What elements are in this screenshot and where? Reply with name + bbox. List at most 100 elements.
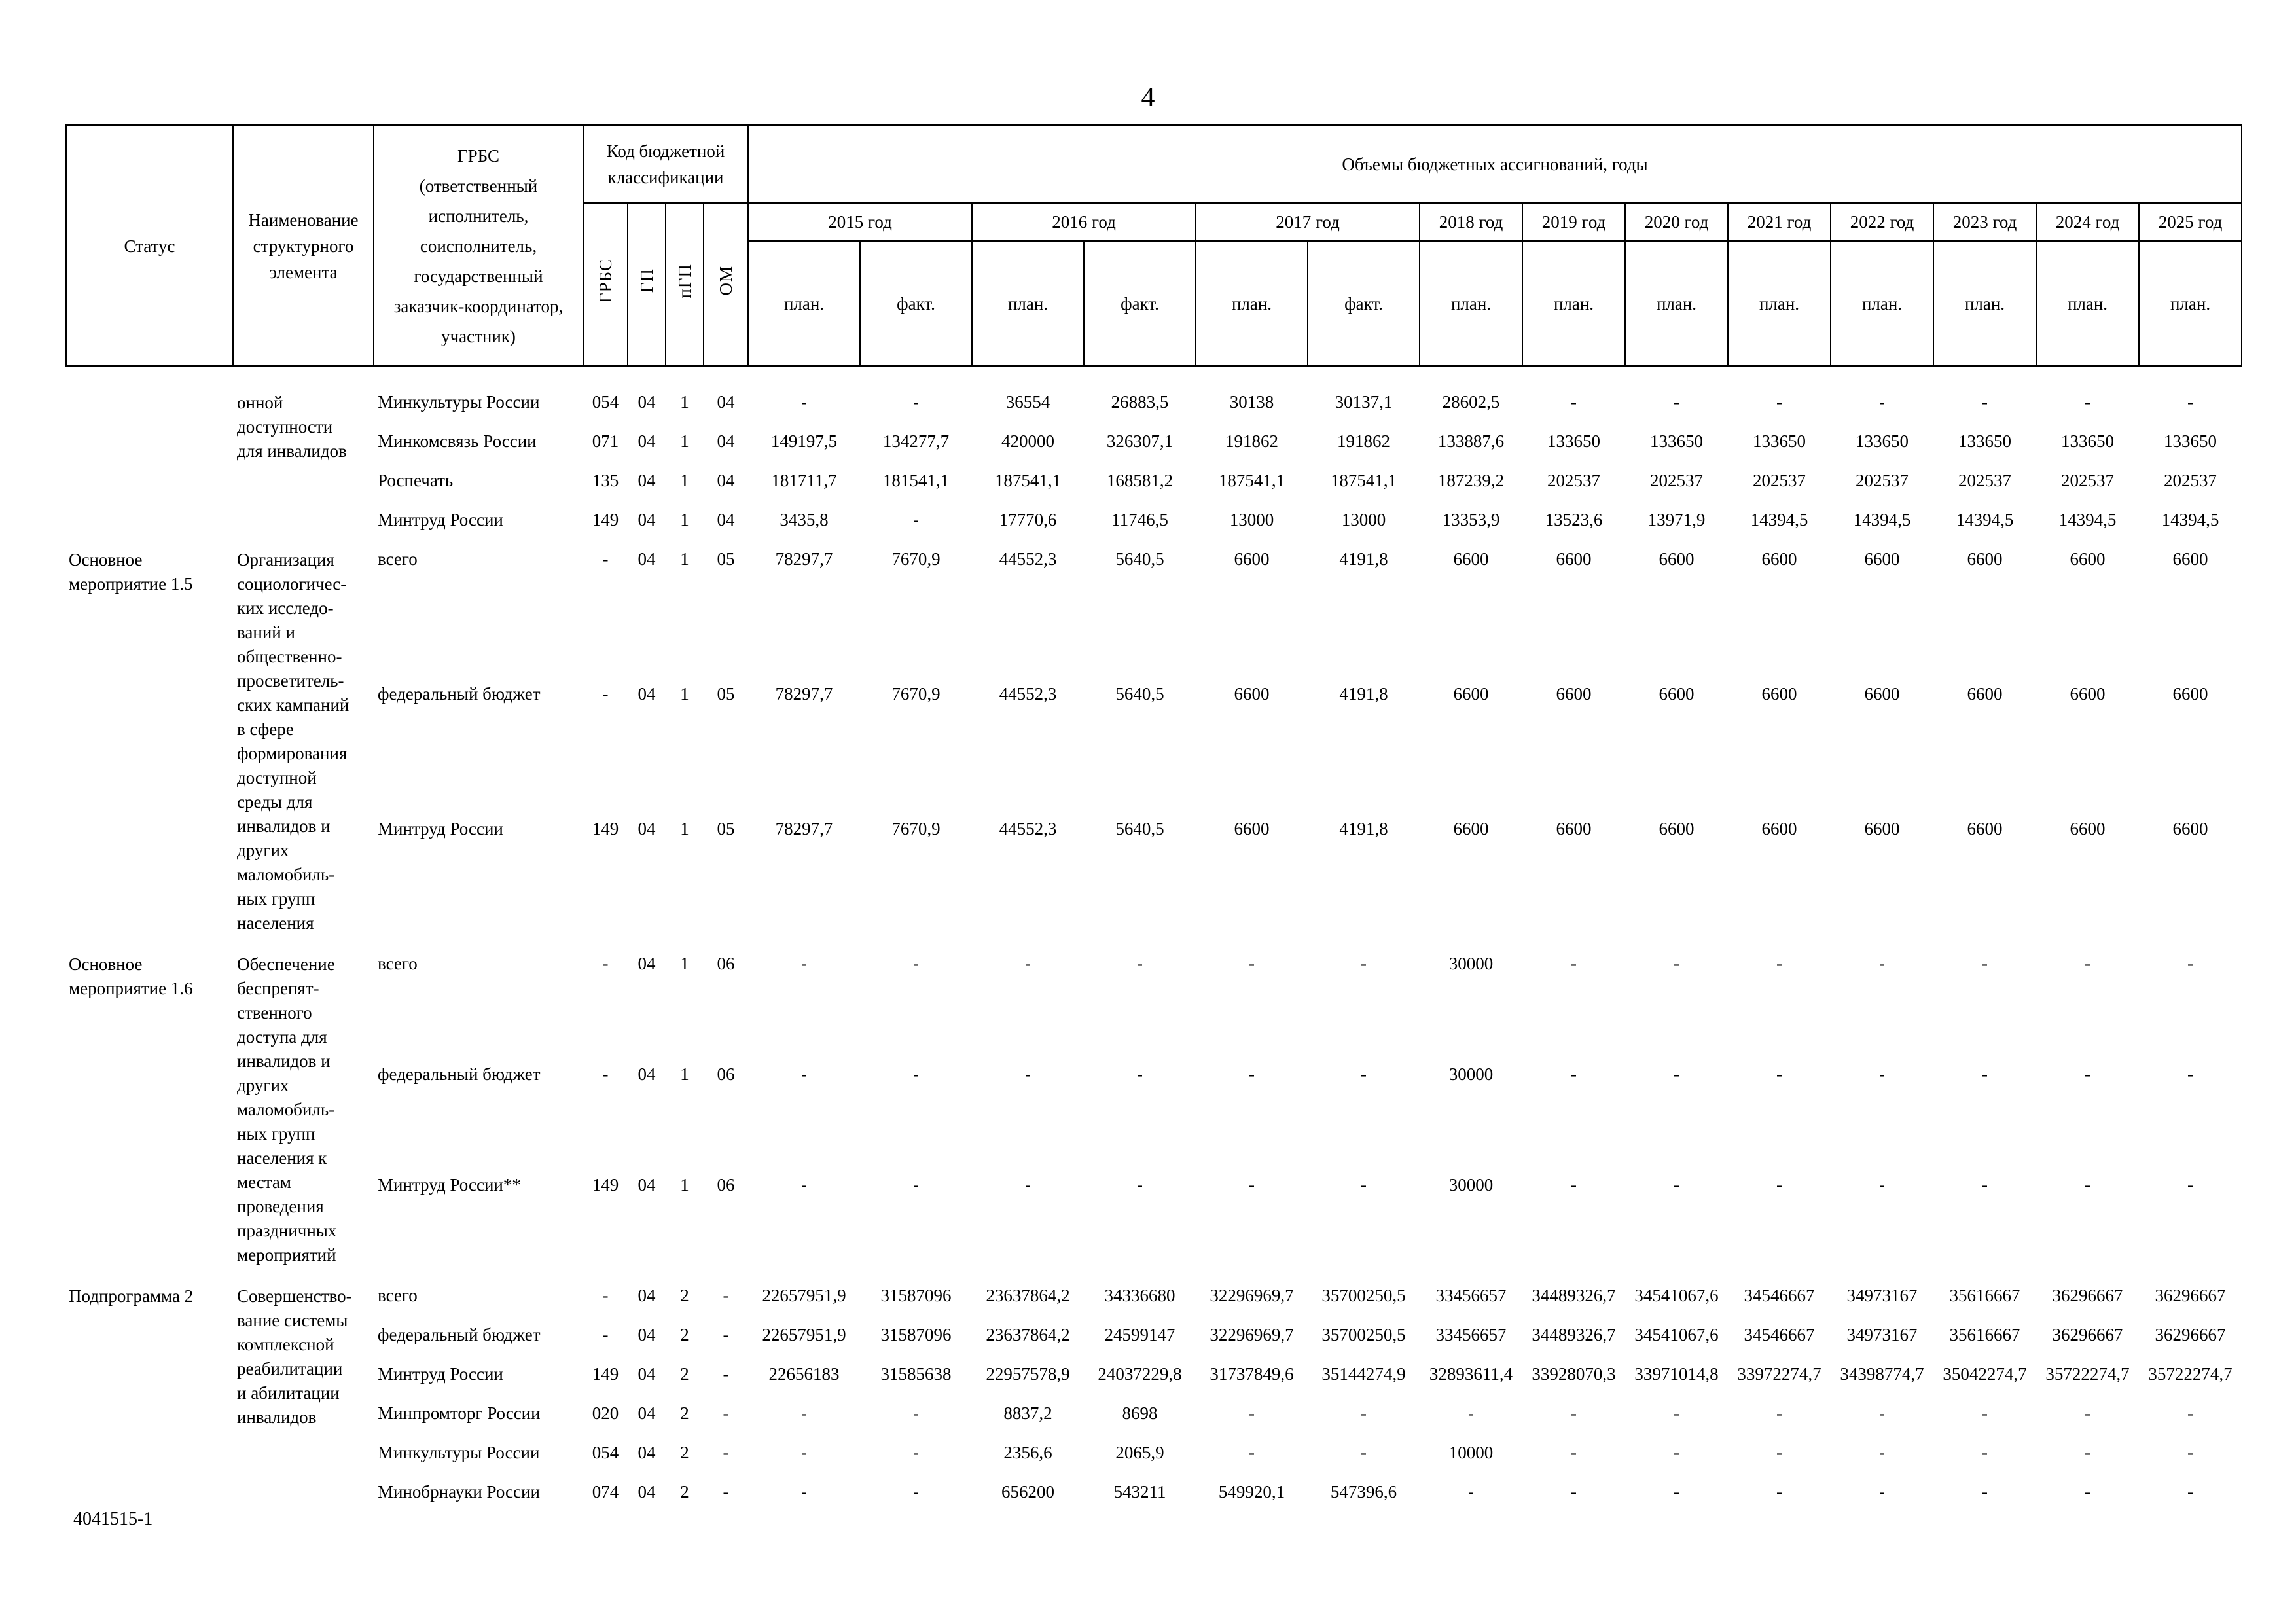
table-row: Минтруд России 149 04 1 05 78297,7 7670,9 44552… — [66, 809, 2242, 944]
executor-cell: Минтруд России — [378, 1364, 503, 1384]
status-cell: Основное мероприятие 1.6 — [69, 954, 193, 998]
code-cell: 1 — [680, 549, 689, 569]
value-cell: 5640,5 — [1115, 684, 1164, 704]
value-cell: 133650 — [2164, 431, 2217, 451]
code-cell: 1 — [680, 431, 689, 451]
value-cell: - — [2085, 954, 2091, 973]
table-row: федеральный бюджет - 04 1 05 78297,7 7670,9 445… — [66, 674, 2242, 809]
code-cell: - — [602, 684, 609, 704]
code-cell: 04 — [637, 1064, 656, 1084]
table-row: Роспечать 135 04 1 04 181711,7 181541,1 187541,… — [66, 461, 2242, 500]
code-cell: 05 — [717, 684, 735, 704]
value-cell: - — [1776, 954, 1783, 973]
value-cell: 6600 — [1967, 684, 2003, 704]
value-cell: - — [2187, 1403, 2194, 1423]
value-cell: 34546667 — [1744, 1286, 1815, 1305]
value-cell: 133650 — [1650, 431, 1704, 451]
value-cell: 14394,5 — [2161, 510, 2219, 530]
value-cell: 10000 — [1448, 1443, 1494, 1462]
code-cell: 1 — [680, 1175, 689, 1195]
code-cell: 04 — [637, 510, 656, 530]
value-cell: - — [1674, 1403, 1680, 1423]
value-cell: 32296969,7 — [1210, 1325, 1294, 1344]
code-cell: 04 — [637, 1482, 656, 1502]
table-row: Минобрнауки России 074 04 2 - - - 656200 543211 5… — [66, 1472, 2242, 1511]
value-cell: 133650 — [1958, 431, 2012, 451]
value-cell: - — [2085, 1443, 2091, 1462]
value-cell: - — [913, 510, 920, 530]
value-cell: 34489326,7 — [1532, 1325, 1616, 1344]
value-cell: - — [1249, 1175, 1255, 1195]
value-cell: - — [801, 1443, 808, 1462]
value-cell: 202537 — [2164, 471, 2217, 490]
value-cell: - — [913, 954, 920, 973]
value-cell: 36554 — [972, 365, 1085, 422]
code-cell: 04 — [637, 1286, 656, 1305]
name-cell: онной доступности для инвалидов — [233, 365, 374, 539]
value-cell: 6600 — [1761, 819, 1797, 839]
code-cell: 1 — [666, 365, 704, 422]
header-volumes: Объемы бюджетных ассигнований, годы — [747, 124, 2243, 204]
value-cell: - — [1879, 1064, 1886, 1084]
value-cell: 34973167 — [1846, 1325, 1918, 1344]
table-row: онной доступности для инвалидов Минкульту… — [66, 365, 2242, 539]
value-cell: 44552,3 — [999, 549, 1057, 569]
value-cell: 187541,1 — [1218, 471, 1285, 490]
value-cell: - — [1571, 1403, 1577, 1423]
status-cell — [66, 365, 233, 539]
value-cell: 22657951,9 — [762, 1325, 846, 1344]
code-cell: 04 — [637, 1175, 656, 1195]
value-cell: 32296969,7 — [1210, 1286, 1294, 1305]
executor-cell: федеральный бюджет — [378, 684, 541, 704]
value-cell: - — [1831, 365, 1934, 422]
header-year-2015: 2015 год — [747, 202, 973, 242]
code-cell: 04 — [637, 1364, 656, 1384]
value-cell: 24037229,8 — [1098, 1364, 1182, 1384]
value-cell: 6600 — [1864, 684, 1900, 704]
value-cell: - — [1879, 1482, 1886, 1502]
table-row: Минкомсвязь России 071 04 1 04 149197,5 134277… — [66, 422, 2242, 461]
code-cell: 2 — [680, 1403, 689, 1423]
value-cell: 24599147 — [1104, 1325, 1175, 1344]
value-cell: 6600 — [1761, 549, 1797, 569]
value-cell: 13971,9 — [1647, 510, 1706, 530]
doc-number: 4041515-1 — [73, 1509, 153, 1529]
value-cell: 187541,1 — [994, 471, 1062, 490]
value-cell: - — [748, 365, 861, 422]
code-cell: 1 — [680, 1064, 689, 1084]
code-cell: 04 — [704, 365, 749, 422]
table-row: Основное мероприятие 1.6 Обеспечение бесп… — [66, 944, 2242, 1265]
code-cell: 2 — [680, 1286, 689, 1305]
code-cell: 04 — [637, 819, 656, 839]
value-cell: 6600 — [1556, 549, 1592, 569]
value-cell: 420000 — [1001, 431, 1055, 451]
header-plan: план. — [2138, 240, 2243, 367]
code-cell: - — [602, 954, 609, 973]
code-cell: 06 — [717, 1064, 735, 1084]
value-cell: 13000 — [1341, 510, 1386, 530]
value-cell: - — [1879, 1403, 1886, 1423]
value-cell: 33971014,8 — [1634, 1364, 1719, 1384]
value-cell: 6600 — [1453, 819, 1489, 839]
header-plan: план. — [1727, 240, 1832, 367]
value-cell: 31585638 — [880, 1364, 952, 1384]
value-cell: 181541,1 — [882, 471, 950, 490]
value-cell: - — [1361, 1175, 1367, 1195]
executor-cell: Минкультуры России — [378, 1443, 540, 1462]
value-cell: - — [913, 1064, 920, 1084]
value-cell: 36296667 — [2052, 1286, 2123, 1305]
value-cell: - — [1982, 1482, 1988, 1502]
value-cell: - — [1025, 954, 1031, 973]
value-cell: - — [2139, 365, 2242, 422]
value-cell: 181711,7 — [771, 471, 837, 490]
table-row: Основное мероприятие 1.5 Организация соци… — [66, 539, 2242, 933]
value-cell: 6600 — [2070, 684, 2106, 704]
header-plan: план. — [1933, 240, 2037, 367]
value-cell: 133650 — [2061, 431, 2115, 451]
value-cell: 6600 — [1967, 549, 2003, 569]
header-code-om-label: ОМ — [715, 266, 736, 296]
code-cell: - — [723, 1482, 729, 1502]
code-cell: 1 — [680, 471, 689, 490]
value-cell: 6600 — [1556, 684, 1592, 704]
value-cell: - — [1879, 954, 1886, 973]
